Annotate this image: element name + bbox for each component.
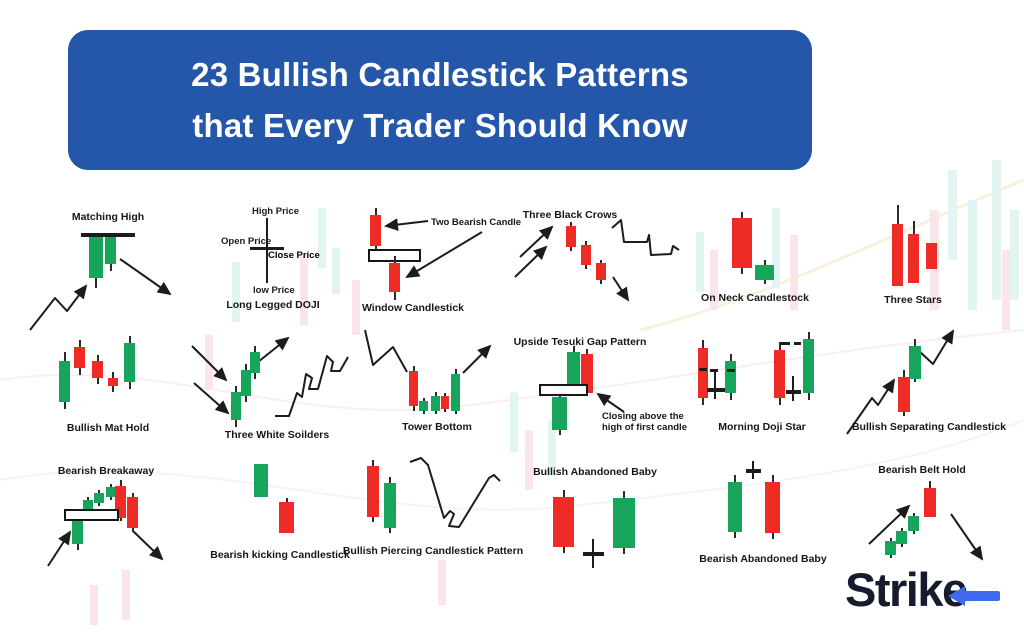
logo-arrow-icon	[948, 586, 1002, 606]
title-line-1: 23 Bullish Candlestick Patterns	[191, 55, 689, 93]
logo-text-main: Strik	[845, 563, 944, 616]
title-line-2: that Every Trader Should Know	[192, 107, 688, 144]
strike-logo: Strike	[845, 562, 1015, 626]
title-banner: 23 Bullish Candlestick Patterns that Eve…	[68, 30, 812, 170]
